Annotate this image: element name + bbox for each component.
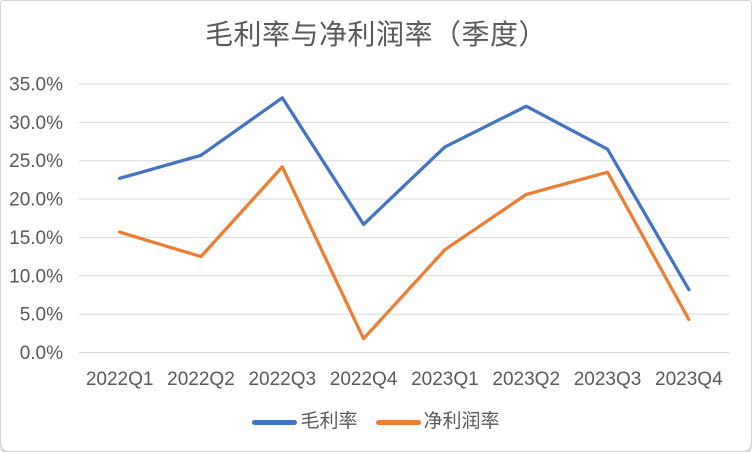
legend-swatch-gross-margin <box>252 419 298 425</box>
y-axis-tick-label: 35.0% <box>9 75 63 96</box>
chart-title: 毛利率与净利润率（季度） <box>204 19 547 50</box>
x-axis-tick-label: 2022Q3 <box>248 369 316 390</box>
x-axis-tick-label: 2023Q1 <box>411 369 479 390</box>
x-axis-tick-label: 2023Q3 <box>574 369 642 390</box>
y-axis-tick-label: 20.0% <box>9 190 63 211</box>
y-axis-tick-label: 30.0% <box>9 113 63 134</box>
y-axis-tick-label: 5.0% <box>20 305 63 326</box>
legend-swatch-net-profit-margin <box>375 419 421 425</box>
y-axis-tick-label: 25.0% <box>9 151 63 172</box>
y-axis-tick-label: 10.0% <box>9 266 63 287</box>
legend-item-net-profit-margin: 净利润率 <box>375 410 500 434</box>
y-axis-tick-label: 0.0% <box>20 343 63 364</box>
legend-item-gross-margin: 毛利率 <box>252 410 358 434</box>
series-line-net-profit-margin <box>118 165 691 341</box>
series-line-gross-margin <box>118 96 691 292</box>
legend-label-net-profit-margin: 净利润率 <box>423 411 500 432</box>
x-axis-tick-label: 2022Q1 <box>86 369 154 390</box>
x-axis-tick-label: 2022Q2 <box>167 369 235 390</box>
x-axis-tick-label: 2023Q4 <box>655 369 723 390</box>
legend-label-gross-margin: 毛利率 <box>300 411 358 432</box>
x-axis-tick-label: 2023Q2 <box>492 369 560 390</box>
legend: 毛利率 净利润率 <box>1 410 751 434</box>
y-axis-tick-label: 15.0% <box>9 228 63 249</box>
x-axis-tick-label: 2022Q4 <box>330 369 398 390</box>
